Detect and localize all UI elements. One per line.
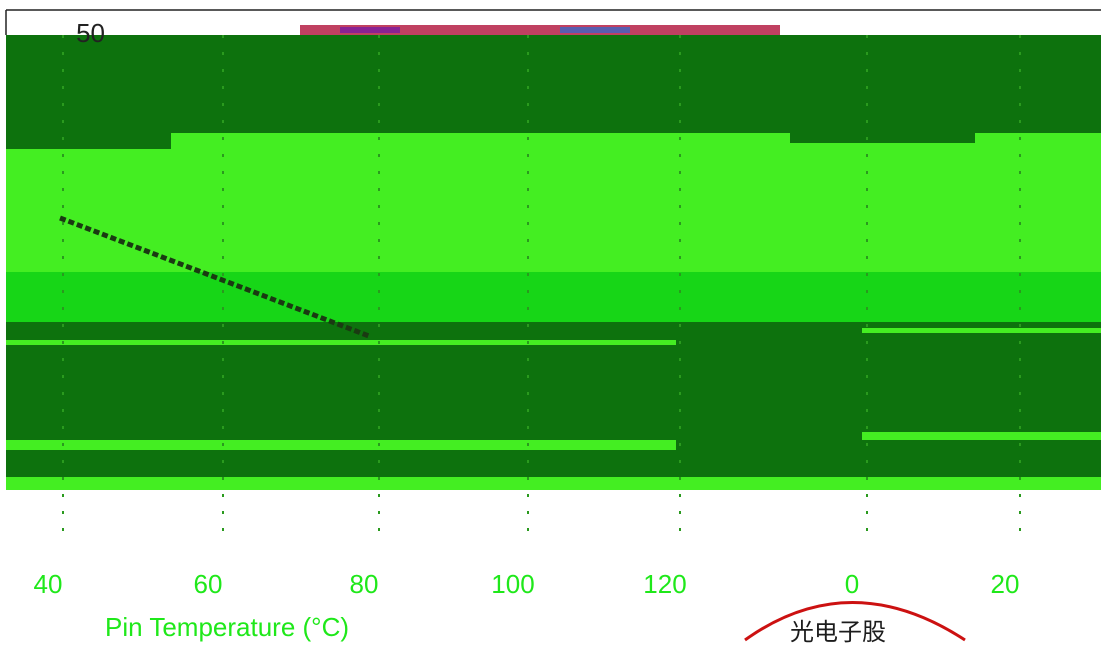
x-tick-labels: 40 60 80 100 120 0 20 [34, 569, 1020, 599]
x-tick-label: 80 [350, 569, 379, 599]
seal-text: 光电子股 [790, 618, 886, 646]
x-tick-label: 0 [845, 569, 859, 599]
series-group [59, 215, 371, 339]
seal-arc [744, 601, 966, 642]
x-tick-label: 100 [491, 569, 534, 599]
plot-band-dark-left [6, 133, 171, 149]
y-tick-label: 50 [76, 18, 105, 48]
plot-stripe-3 [862, 328, 1101, 333]
glitch-noise-top-2 [340, 27, 400, 33]
glitch-noise-top-3 [560, 27, 630, 33]
plot-band-mid [6, 272, 1101, 322]
x-tick-label: 60 [194, 569, 223, 599]
plot-stripe-1 [6, 340, 676, 345]
plot-bottom-light [60, 477, 1101, 490]
x-tick-label: 20 [991, 569, 1020, 599]
x-tick-label: 120 [643, 569, 686, 599]
y-tick-labels: 50 [76, 18, 105, 48]
glitch-noise-top [300, 25, 780, 35]
series-line [59, 215, 371, 339]
plot-band-top-dark [6, 35, 1101, 133]
plot-band-dark-main [6, 322, 1101, 477]
plot-stripe-4 [862, 432, 1101, 440]
x-axis-label: Pin Temperature (°C) [105, 612, 349, 642]
seal-stamp: 光电子股 [744, 601, 966, 646]
x-tick-label: 40 [34, 569, 63, 599]
plot-stripe-2 [6, 440, 676, 450]
plot-band-dark-right [790, 133, 975, 143]
